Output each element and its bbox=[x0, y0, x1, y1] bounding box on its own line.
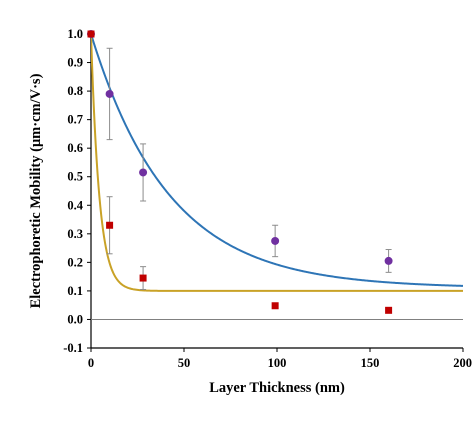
data-point-square bbox=[139, 274, 147, 282]
data-point-circle bbox=[105, 89, 114, 98]
fit-curve-1 bbox=[91, 33, 463, 287]
y-tick-label: 0.9 bbox=[67, 56, 83, 70]
ticks: -0.1 0.0 0.1 0.2 0.3 0.4 0.5 0.6 0.7 0.8 0.9 1.0 0 50… bbox=[63, 27, 472, 370]
data-point-circle bbox=[139, 168, 148, 177]
y-axis-title: Electrophoretic Mobility (μm·cm/V·s) bbox=[28, 73, 44, 308]
fit-curves bbox=[91, 33, 463, 292]
data-point-circle bbox=[271, 236, 280, 245]
y-tick-label: 1.0 bbox=[67, 27, 83, 41]
x-axis-title: Layer Thickness (nm) bbox=[209, 380, 345, 396]
data-point-square bbox=[87, 30, 95, 38]
y-tick-label: 0.6 bbox=[67, 141, 83, 155]
y-tick-label: 0.2 bbox=[67, 255, 83, 269]
y-tick-label: 0.8 bbox=[67, 84, 83, 98]
data-points bbox=[87, 30, 393, 314]
y-tick-label: 0.7 bbox=[67, 113, 83, 127]
y-tick-label: 0.0 bbox=[67, 312, 83, 326]
x-tick-label: 150 bbox=[361, 356, 380, 370]
fit-curve-2 bbox=[91, 33, 463, 292]
data-point-square bbox=[271, 302, 279, 310]
y-tick-label: 0.5 bbox=[67, 170, 83, 184]
axes bbox=[90, 34, 463, 349]
data-point-square bbox=[385, 306, 393, 314]
y-tick-label: 0.1 bbox=[67, 284, 83, 298]
data-point-square bbox=[106, 221, 114, 229]
y-tick-label: 0.3 bbox=[67, 227, 83, 241]
x-tick-label: 50 bbox=[178, 356, 191, 370]
x-tick-label: 100 bbox=[268, 356, 287, 370]
x-tick-label: 0 bbox=[88, 356, 94, 370]
y-tick-label: -0.1 bbox=[63, 341, 83, 355]
data-point-circle bbox=[384, 256, 393, 265]
y-tick-label: 0.4 bbox=[67, 198, 83, 212]
x-tick-label: 200 bbox=[453, 356, 472, 370]
